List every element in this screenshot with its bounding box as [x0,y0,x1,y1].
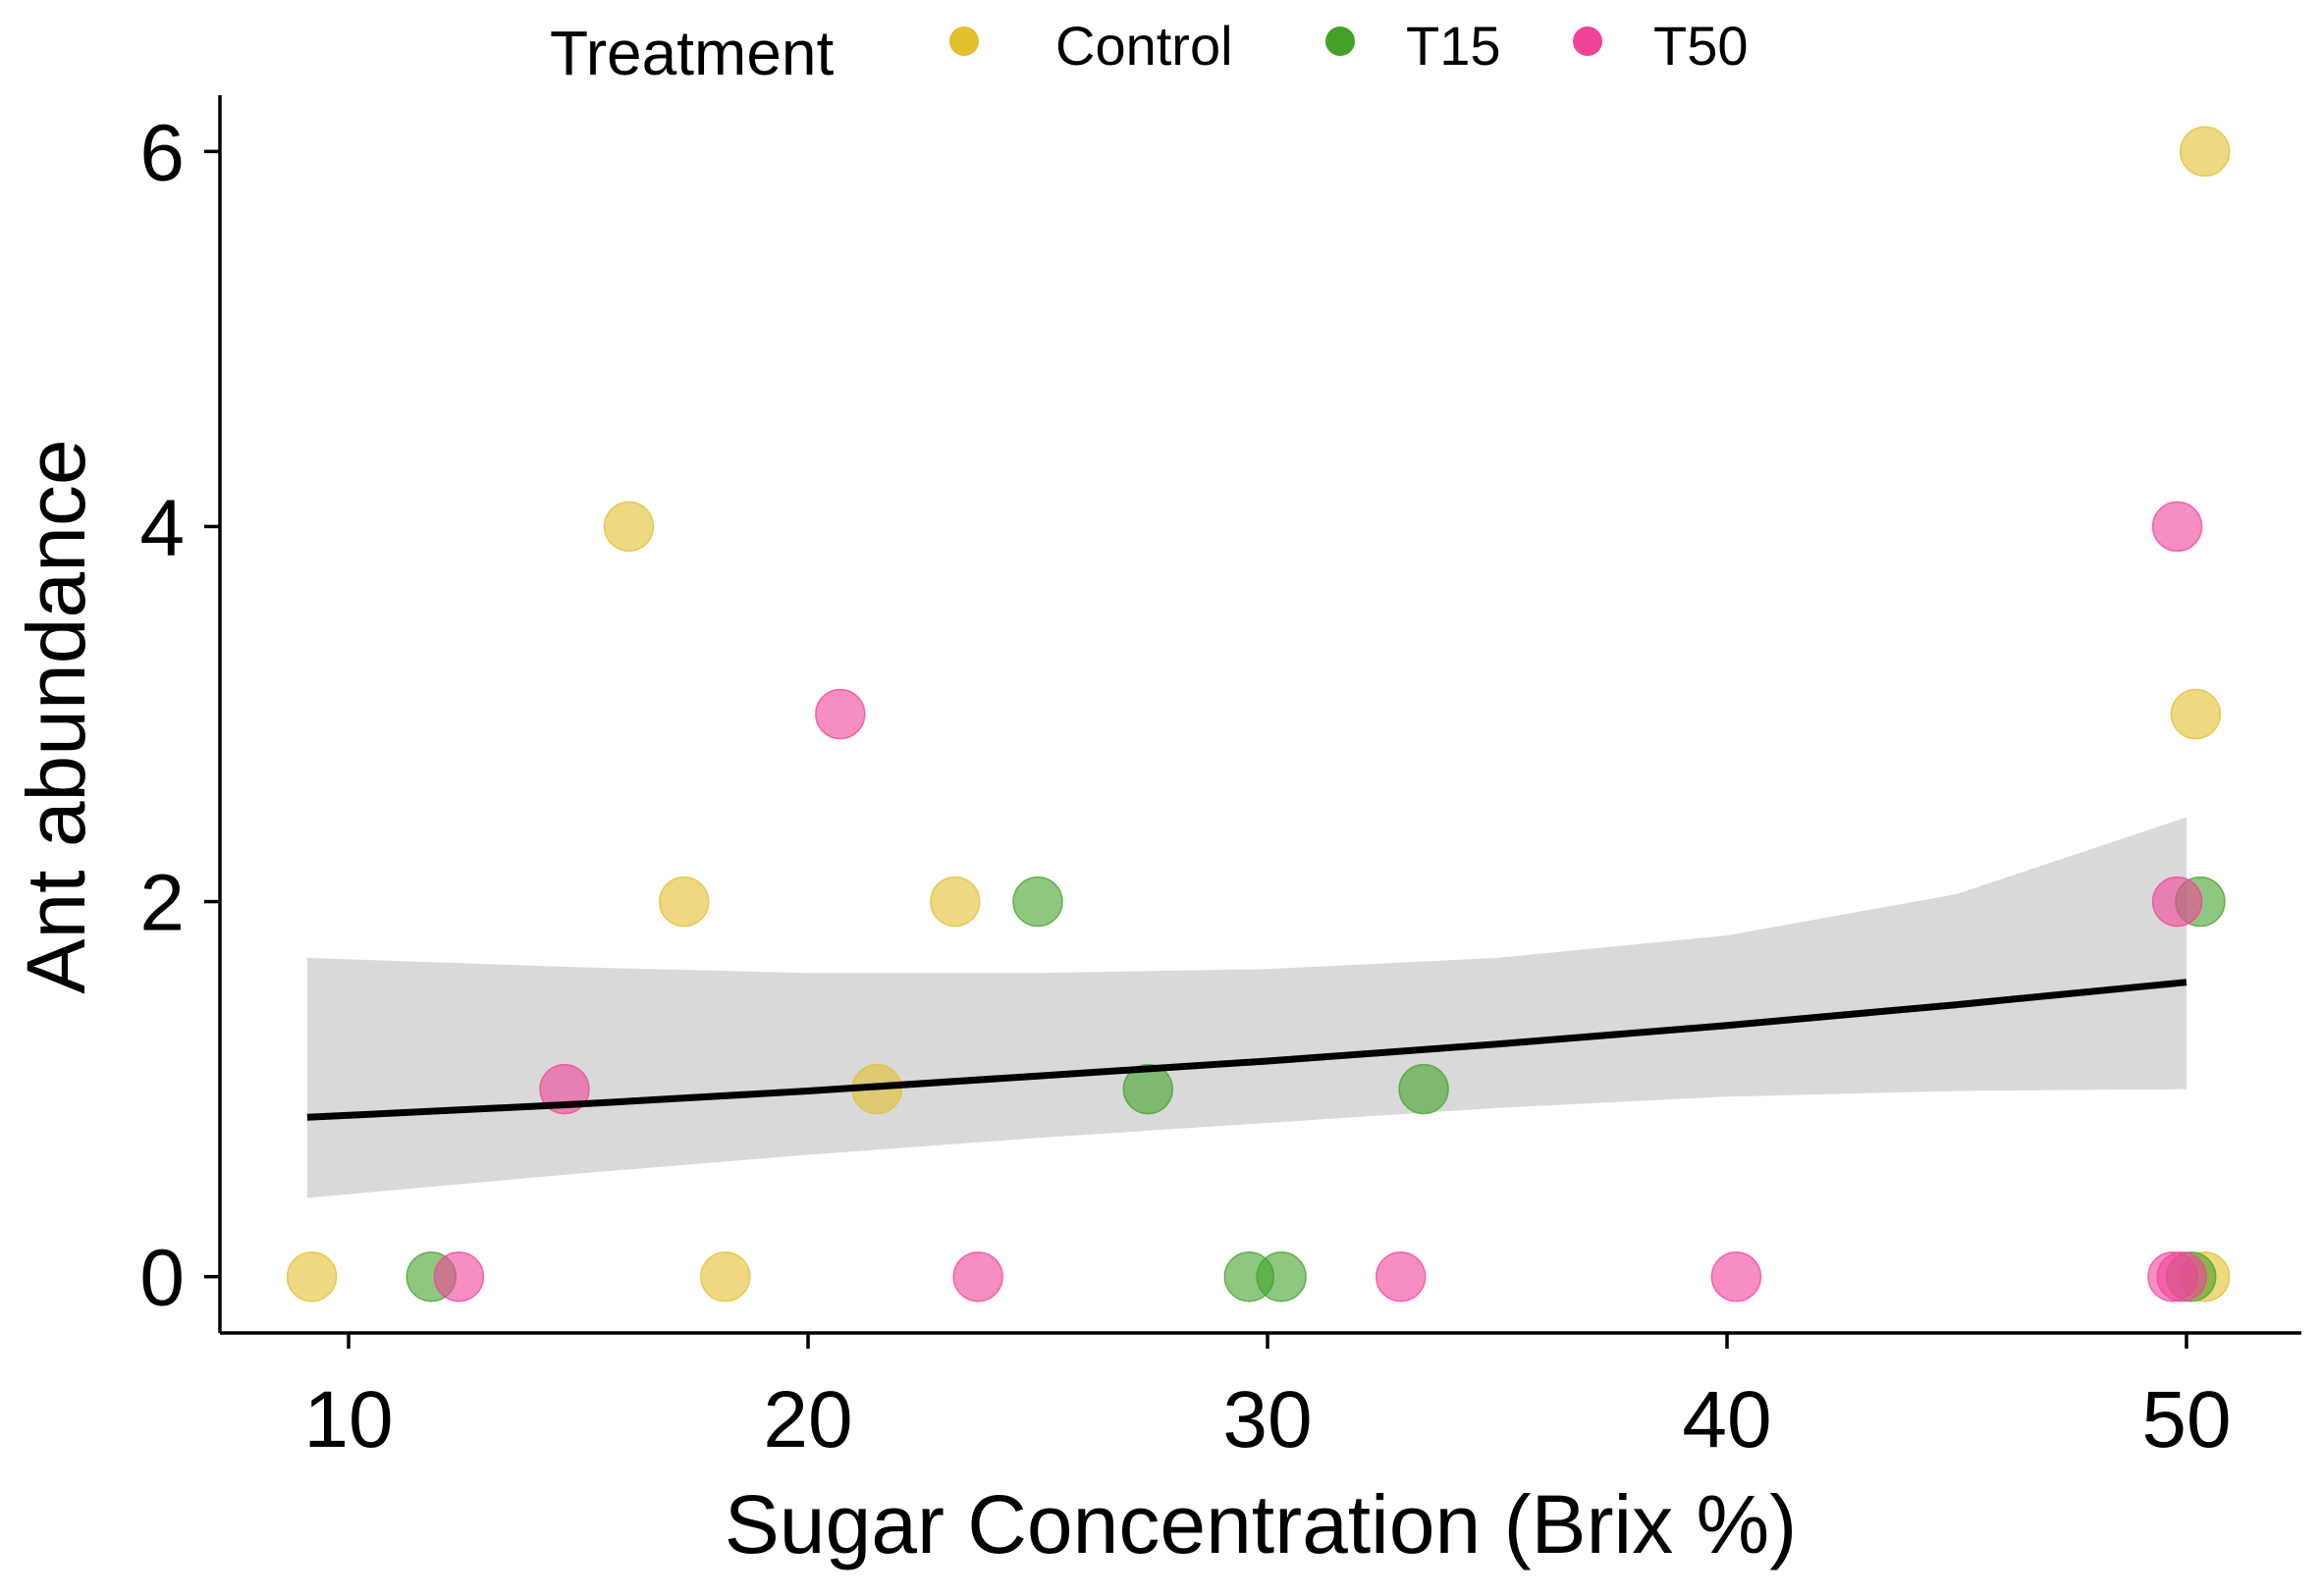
data-point-control [2170,688,2222,740]
legend: Treatment Control T15 T50 [550,15,1749,88]
data-point-t50 [952,1250,1003,1303]
y-axis-title: Ant abundance [10,439,102,993]
legend-label-t15: T15 [1406,15,1501,77]
x-tick-label: 40 [1682,1375,1771,1464]
data-point-t50 [2156,1250,2208,1303]
legend-swatch-t15 [1325,27,1355,56]
y-tick-label: 6 [139,108,185,197]
data-point-t15 [1122,1063,1174,1115]
data-point-control [603,501,655,553]
ticks: 10 20 30 40 50 0 2 4 6 [139,108,2231,1464]
legend-swatch-control [949,27,979,56]
data-point-t15 [1398,1063,1449,1115]
plot-area [286,126,2231,1303]
data-point-t50 [1375,1250,1427,1303]
x-tick-label: 20 [763,1375,852,1464]
x-tick-label: 50 [2141,1375,2231,1464]
data-point-control [658,876,710,928]
y-tick-label: 4 [139,483,185,572]
legend-title: Treatment [550,18,835,88]
data-point-control [700,1250,751,1303]
x-tick-label: 30 [1222,1375,1312,1464]
data-point-control [930,876,981,928]
legend-swatch-t50 [1573,27,1602,56]
axes [218,95,2301,1335]
y-tick-label: 2 [139,859,185,948]
data-point-t50 [1710,1250,1762,1303]
x-tick-label: 10 [303,1375,393,1464]
y-tick-label: 0 [139,1234,185,1323]
data-point-t50 [2151,501,2203,553]
confidence-band [306,817,2186,1198]
fit-line [306,979,2187,1121]
data-point-t15 [1256,1250,1307,1303]
x-axis-title: Sugar Concentration (Brix %) [725,1478,1797,1570]
data-point-t50 [815,688,866,740]
legend-label-control: Control [1055,15,1233,77]
series-control [286,126,2231,1303]
data-point-control [286,1250,338,1303]
data-point-t50 [433,1250,485,1303]
data-point-control [2179,126,2231,178]
legend-label-t50: T50 [1653,15,1749,77]
data-point-t15 [1012,876,1063,928]
data-point-t50 [2151,876,2203,928]
